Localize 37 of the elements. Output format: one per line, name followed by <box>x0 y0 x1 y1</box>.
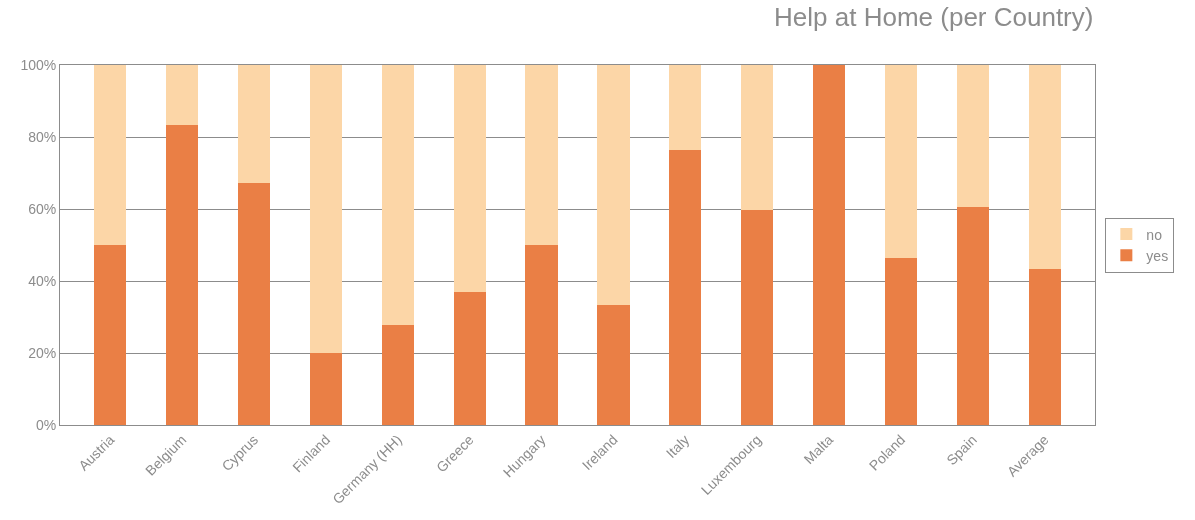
bar <box>525 65 558 245</box>
bar <box>166 65 199 126</box>
bar <box>741 210 774 425</box>
bar <box>381 324 414 425</box>
x-tick-label: Italy <box>662 431 693 462</box>
y-tick-label: 0% <box>35 416 57 433</box>
bar <box>166 125 199 425</box>
bar <box>237 183 271 425</box>
y-tick-label: 40% <box>28 272 57 289</box>
bar <box>597 65 630 306</box>
y-tick-label: 20% <box>28 344 57 361</box>
bar <box>741 65 774 211</box>
bar <box>669 149 702 425</box>
bar <box>453 65 486 293</box>
bar <box>884 257 918 425</box>
legend-label: yes <box>1146 247 1169 264</box>
bar <box>812 65 846 425</box>
bar <box>884 65 918 258</box>
bar <box>94 65 127 245</box>
bar <box>381 65 414 325</box>
bar <box>94 245 127 425</box>
y-tick-label: 60% <box>28 200 57 217</box>
bar <box>597 305 630 425</box>
bar <box>237 65 271 184</box>
bar <box>309 353 343 425</box>
chart-title: Help at Home (per Country) <box>774 2 1094 32</box>
bar <box>956 206 989 425</box>
bar <box>1028 269 1061 425</box>
y-tick-label: 100% <box>20 56 57 73</box>
bar <box>956 65 989 207</box>
bar <box>453 292 486 425</box>
bar <box>309 65 343 353</box>
bar <box>669 65 702 150</box>
y-tick-label: 80% <box>28 128 57 145</box>
legend-label: no <box>1146 226 1163 243</box>
bar <box>1028 65 1061 270</box>
bar <box>525 245 558 425</box>
